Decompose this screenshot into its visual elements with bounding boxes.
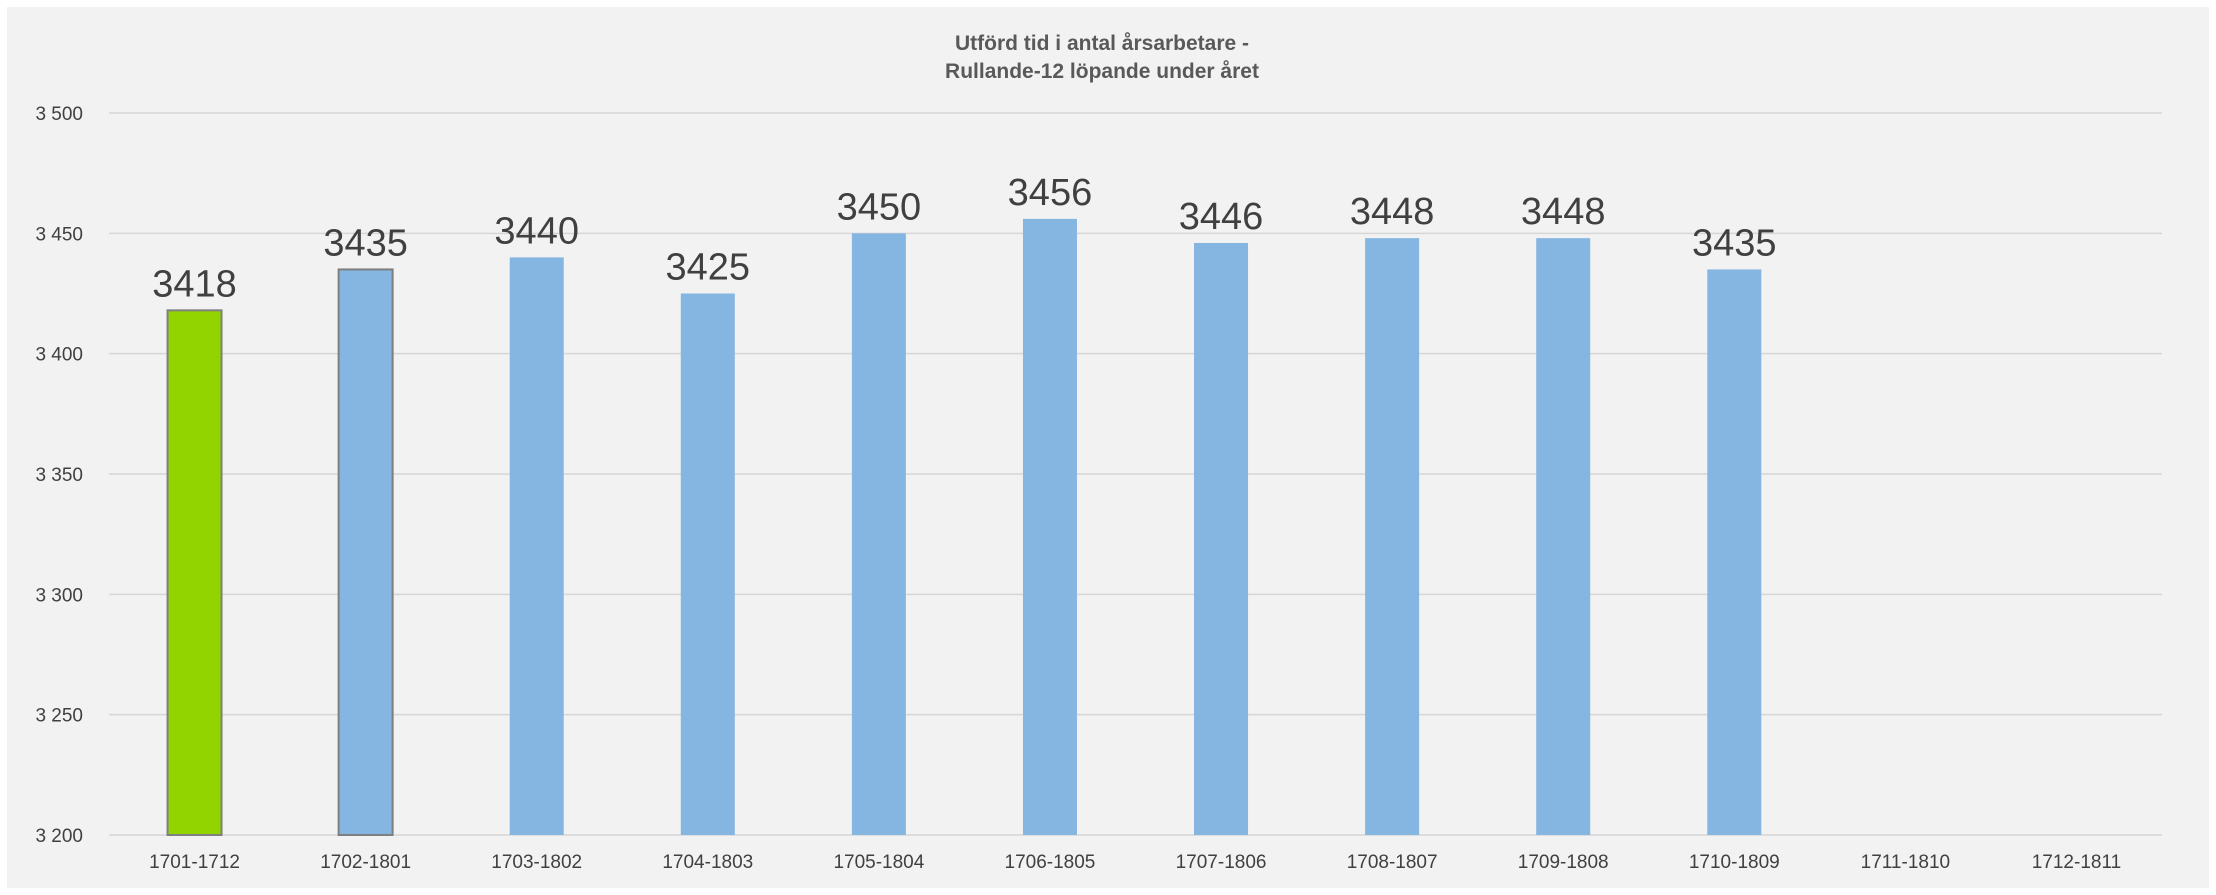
x-tick-label: 1701-1712 bbox=[149, 852, 240, 873]
x-tick-label: 1705-1804 bbox=[833, 852, 924, 873]
data-label: 3425 bbox=[666, 247, 751, 289]
x-tick-label: 1711-1810 bbox=[1861, 852, 1950, 873]
y-tick-label: 3 350 bbox=[35, 465, 83, 486]
bar bbox=[1365, 238, 1420, 835]
data-label: 3448 bbox=[1521, 191, 1606, 233]
x-tick-label: 1708-1807 bbox=[1347, 852, 1438, 873]
x-axis-tick-labels: 1701-1712 1702-1801 1703-1802 1704-1803 1705… bbox=[149, 852, 2121, 873]
bar-chart: Utförd tid i antal årsarbetare - Rulland… bbox=[35, 32, 2162, 873]
bar bbox=[1536, 238, 1591, 835]
data-labels: 3418 3435 3440 3425 3450 3456 3446 3448 3448 3435 bbox=[152, 172, 1776, 305]
x-tick-label: 1710-1809 bbox=[1689, 852, 1780, 873]
y-tick-label: 3 250 bbox=[35, 706, 83, 727]
x-tick-label: 1704-1803 bbox=[662, 852, 753, 873]
bar bbox=[337, 268, 394, 836]
y-axis-tick-labels: 3 200 3 250 3 300 3 350 3 400 3 450 3 500 bbox=[35, 104, 83, 847]
bar bbox=[1194, 242, 1249, 835]
y-tick-label: 3 500 bbox=[35, 104, 83, 125]
data-label: 3450 bbox=[837, 186, 922, 228]
data-label: 3418 bbox=[152, 263, 237, 305]
bar bbox=[851, 233, 906, 836]
y-tick-label: 3 400 bbox=[35, 345, 83, 366]
data-label: 3446 bbox=[1179, 196, 1264, 238]
chart-subtitle: Rullande-12 löpande under året bbox=[945, 60, 1259, 83]
data-label: 3440 bbox=[494, 210, 579, 252]
x-tick-label: 1712-1811 bbox=[2032, 852, 2121, 873]
x-tick-label: 1707-1806 bbox=[1176, 852, 1267, 873]
x-tick-label: 1702-1801 bbox=[320, 852, 411, 873]
bar bbox=[509, 257, 564, 835]
x-tick-label: 1706-1805 bbox=[1005, 852, 1096, 873]
data-label: 3435 bbox=[323, 222, 408, 264]
data-label: 3456 bbox=[1008, 172, 1093, 214]
bars bbox=[166, 218, 1762, 836]
x-tick-label: 1709-1808 bbox=[1518, 852, 1609, 873]
y-tick-label: 3 300 bbox=[35, 585, 83, 606]
y-tick-label: 3 200 bbox=[35, 826, 83, 847]
bar bbox=[680, 293, 735, 835]
bar bbox=[1707, 269, 1762, 835]
bar bbox=[166, 309, 223, 836]
data-label: 3448 bbox=[1350, 191, 1435, 233]
data-label: 3435 bbox=[1692, 222, 1777, 264]
chart-area: Utförd tid i antal årsarbetare - Rulland… bbox=[7, 7, 2209, 888]
x-tick-label: 1703-1802 bbox=[491, 852, 582, 873]
chart-title: Utförd tid i antal årsarbetare - bbox=[955, 32, 1249, 55]
y-tick-label: 3 450 bbox=[35, 224, 83, 245]
gridlines bbox=[109, 112, 2162, 836]
bar bbox=[1022, 218, 1077, 836]
